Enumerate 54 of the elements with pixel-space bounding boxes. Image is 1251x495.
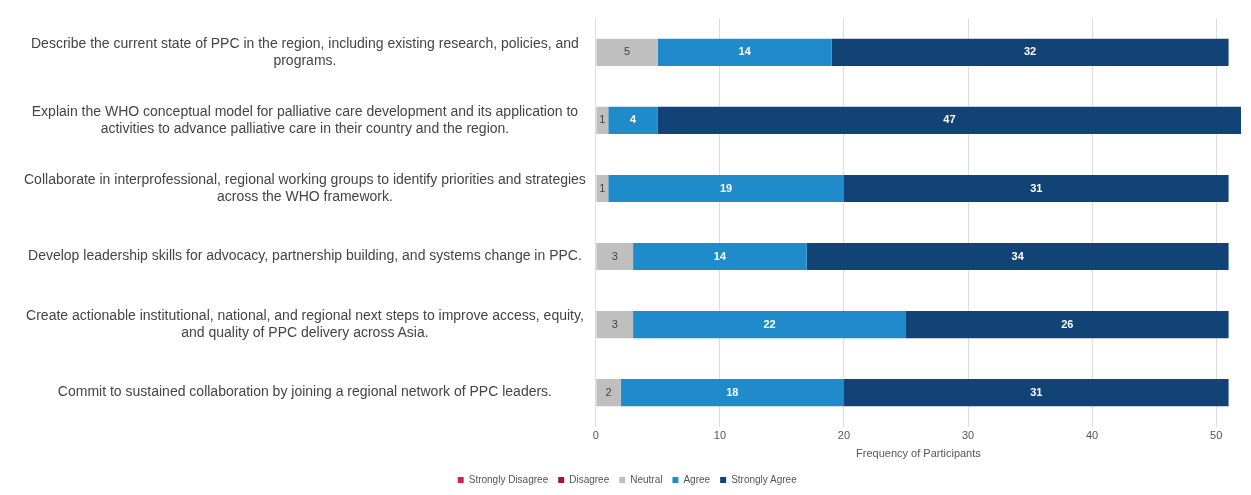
y-tick-label: Describe the current state of PPC in the region, including existing research, policies, and programs.: [31, 34, 579, 68]
data-label: 31: [1030, 181, 1043, 194]
x-tick-label: 10: [713, 429, 727, 442]
bar: [806, 242, 1229, 271]
bar: [596, 242, 634, 271]
legend-label: Strongly Agree: [731, 473, 798, 485]
data-label: 4: [630, 113, 638, 126]
bar: [633, 310, 907, 339]
legend-label: Strongly Disagree: [468, 473, 549, 485]
x-tick-label: 20: [837, 429, 851, 442]
y-tick-label: Explain the WHO conceptual model for palliative care development and its application to activities to advance palliative care in their country and the region.: [31, 102, 579, 136]
bar: [831, 38, 1229, 67]
y-tick-label: Develop leadership skills for advocacy, partnership building, and systems change in PPC.: [28, 247, 582, 264]
bar: [843, 378, 1229, 407]
legend-label: Agree: [683, 473, 711, 485]
bar: [596, 174, 609, 203]
bar: [620, 378, 844, 407]
legend-label: Disagree: [569, 473, 610, 485]
data-label: 2: [605, 385, 612, 398]
data-label: 14: [713, 249, 727, 262]
x-tick-label: 50: [1210, 429, 1223, 442]
data-label: 22: [763, 317, 776, 330]
data-label: 34: [1011, 249, 1025, 262]
bar: [657, 38, 832, 67]
bar: [596, 378, 621, 407]
y-tick-label: Commit to sustained collaboration by joining a regional network of PPC leaders.: [57, 383, 553, 400]
data-label: 1: [599, 181, 606, 194]
bar: [608, 106, 658, 135]
bar: [657, 106, 1241, 135]
legend-label: Neutral: [630, 473, 663, 485]
x-tick-label: 0: [592, 429, 599, 442]
bar: [596, 106, 609, 135]
data-label: 3: [611, 249, 618, 262]
y-tick-label: Collaborate in interprofessional, regional working groups to identify priorities and strategies across the WHO framework.: [24, 170, 586, 204]
data-label: 47: [943, 113, 956, 126]
bar: [633, 242, 807, 271]
data-label: 3: [611, 317, 618, 330]
bar: [843, 174, 1229, 203]
bar: [906, 310, 1229, 339]
x-axis-title: Frequency of Participants: [856, 447, 982, 460]
bar: [596, 310, 634, 339]
data-label: 26: [1061, 317, 1074, 330]
data-label: 19: [720, 181, 733, 194]
data-label: 1: [599, 113, 606, 126]
data-label: 18: [726, 385, 739, 398]
data-label: 31: [1030, 385, 1043, 398]
bar: [596, 38, 658, 67]
data-label: 5: [624, 45, 631, 58]
x-tick-label: 30: [961, 429, 975, 442]
x-tick-label: 40: [1086, 429, 1099, 442]
y-tick-label: Create actionable institutional, national, and regional next steps to improve access, equity, and quality of PPC delivery across Asia.: [26, 307, 584, 340]
data-label: 32: [1023, 45, 1037, 58]
bar: [608, 174, 844, 203]
data-label: 14: [738, 45, 752, 58]
